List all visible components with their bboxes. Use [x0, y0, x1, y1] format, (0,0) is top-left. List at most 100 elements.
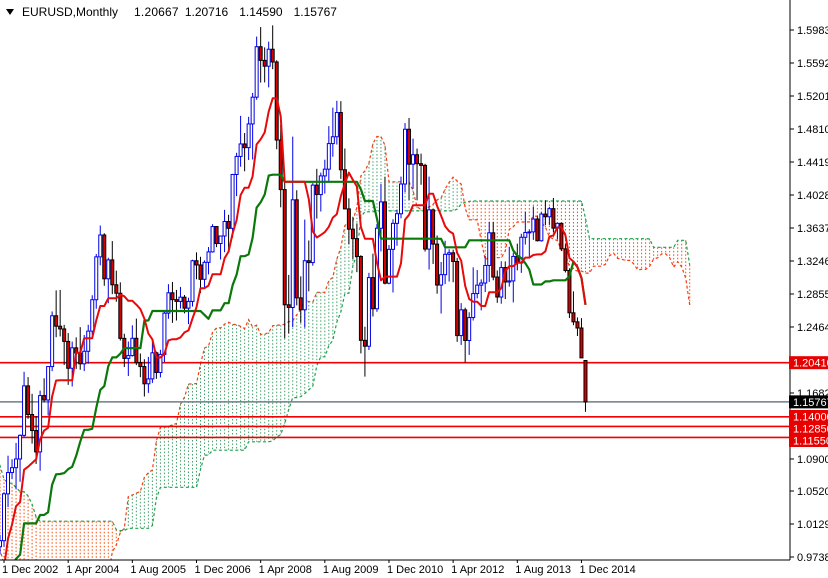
- candle-body: [411, 154, 416, 165]
- candle-body: [390, 222, 395, 250]
- candle-body: [407, 128, 412, 165]
- candle-body: [362, 339, 367, 347]
- y-axis-label: 1.24640: [797, 322, 828, 334]
- plot-area[interactable]: [0, 25, 790, 578]
- candle-body: [178, 296, 183, 302]
- symbol-marker-icon: [6, 9, 14, 15]
- candle-body: [166, 292, 171, 314]
- y-axis-label: 1.01295: [797, 519, 828, 531]
- candle-body: [459, 309, 464, 337]
- candle-body: [34, 430, 39, 453]
- candle-body: [10, 467, 15, 474]
- y-axis-label: 1.55920: [797, 58, 828, 70]
- tenkan-sen-line: [4, 97, 587, 560]
- candle-body: [322, 168, 327, 177]
- candle-body: [511, 255, 516, 282]
- candle-body: [419, 163, 424, 166]
- quote-high: 1.20716: [184, 5, 229, 19]
- candle-body: [118, 292, 123, 339]
- candle-body: [563, 248, 568, 272]
- candle-body: [427, 209, 432, 250]
- candle-body: [358, 256, 363, 341]
- candle-body: [250, 96, 255, 125]
- candle-body: [302, 260, 307, 311]
- candle-body: [66, 340, 71, 369]
- candle-body: [467, 317, 472, 341]
- candle-body: [370, 277, 375, 310]
- candle-body: [455, 260, 460, 337]
- candle-body: [346, 208, 351, 230]
- candle-body: [98, 234, 103, 258]
- candle-body: [150, 352, 155, 380]
- candle-body: [535, 218, 540, 242]
- candle-body: [138, 362, 143, 368]
- candle-body: [158, 353, 163, 373]
- candle-body: [431, 209, 436, 245]
- candle-body: [198, 264, 203, 280]
- candle-body: [0, 540, 3, 548]
- candle-body: [242, 143, 247, 149]
- x-axis-label: 1 Aug 2005: [130, 564, 186, 576]
- price-badge: [789, 422, 828, 435]
- candle-body: [350, 228, 355, 240]
- candle-body: [575, 321, 580, 329]
- price-badge-label: 1.15767: [793, 397, 828, 409]
- candle-body: [314, 184, 319, 196]
- candle-body: [206, 251, 211, 263]
- candle-body: [294, 199, 299, 299]
- candle-body: [487, 232, 492, 266]
- candle-body: [571, 312, 576, 323]
- candle-body: [547, 208, 552, 218]
- candle-body: [298, 297, 303, 311]
- candle-body: [447, 252, 452, 255]
- candle-body: [146, 378, 151, 385]
- price-badge-label: 1.14000: [793, 412, 828, 424]
- candle-body: [286, 304, 291, 308]
- x-axis-label: 1 Dec 2010: [387, 564, 443, 576]
- candle-body: [306, 260, 311, 264]
- candle-body: [527, 231, 532, 234]
- candle-body: [86, 330, 91, 352]
- x-axis-label: 1 Dec 2014: [579, 564, 635, 576]
- candle-body: [38, 395, 43, 453]
- candle-body: [531, 218, 536, 233]
- candle-body: [58, 325, 63, 330]
- candle-body: [423, 164, 428, 250]
- candle-body: [210, 226, 215, 253]
- price-badge-label: 1.20410: [793, 358, 828, 370]
- candle-body: [238, 143, 243, 157]
- candle-body: [182, 296, 187, 309]
- price-badge: [789, 410, 828, 423]
- candle-body: [222, 220, 227, 237]
- candle-body: [366, 277, 371, 347]
- y-axis-label: 1.09000: [797, 454, 828, 466]
- candle-body: [475, 284, 480, 295]
- candle-body: [82, 350, 87, 365]
- candle-body: [22, 385, 27, 436]
- candle-body: [254, 46, 259, 98]
- candle-body: [354, 238, 359, 258]
- candle-body: [102, 234, 107, 280]
- candle-body: [551, 208, 556, 229]
- candle-body: [483, 264, 488, 284]
- candle-body: [126, 355, 131, 359]
- candle-body: [54, 315, 59, 327]
- candle-body: [495, 276, 500, 298]
- candle-body: [90, 299, 95, 332]
- candle-body: [399, 183, 404, 215]
- candle-body: [439, 274, 444, 286]
- candle-body: [330, 136, 335, 145]
- y-axis-label: 1.28550: [797, 289, 828, 301]
- candle-body: [258, 46, 263, 61]
- candle-body: [186, 300, 191, 309]
- quote-open: 1.20667: [134, 5, 179, 19]
- candle-body: [134, 337, 139, 364]
- candle-body: [479, 282, 484, 286]
- candle-body: [451, 252, 456, 262]
- candle-body: [214, 226, 219, 245]
- candle-body: [270, 48, 275, 63]
- candle-body: [583, 360, 588, 403]
- candle-body: [278, 139, 283, 191]
